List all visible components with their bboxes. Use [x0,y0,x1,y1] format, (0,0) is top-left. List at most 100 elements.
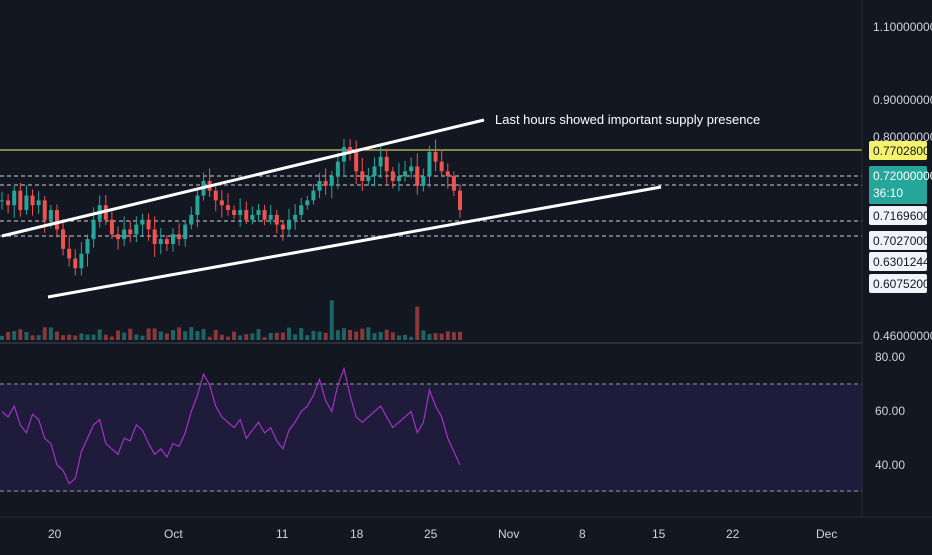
candle-body[interactable] [85,239,90,254]
candle-body[interactable] [451,176,456,191]
candle-body[interactable] [12,190,17,206]
candle-body[interactable] [152,229,157,244]
candle-body[interactable] [219,200,224,206]
candle-body[interactable] [0,200,4,202]
candle-body[interactable] [134,224,139,235]
candle-body[interactable] [305,200,310,206]
candle-body[interactable] [427,151,432,177]
candle-body[interactable] [54,210,59,230]
marker-level: 0.71696000 [873,209,932,223]
candle-body[interactable] [250,214,255,220]
candle-body[interactable] [354,151,359,172]
volume-bar [250,333,255,340]
candle-body[interactable] [158,239,163,244]
volume-bar [134,334,139,340]
candle-body[interactable] [421,176,426,186]
candle-body[interactable] [177,234,182,240]
candle-body[interactable] [293,214,298,220]
candle-body[interactable] [42,200,47,220]
candle-body[interactable] [213,190,218,201]
annotation-text[interactable]: Last hours showed important supply prese… [495,112,760,127]
candle-body[interactable] [91,219,96,240]
candle-body[interactable] [433,151,438,162]
candle-body[interactable] [415,166,420,186]
candle-body[interactable] [170,234,175,244]
volume-bar [158,331,163,340]
candle-body[interactable] [366,176,371,181]
candle-body[interactable] [18,190,23,211]
candle-body[interactable] [238,210,243,215]
candle-body[interactable] [140,219,145,225]
candle-body[interactable] [458,190,462,211]
candle-body[interactable] [36,200,41,206]
candle-body[interactable] [67,248,72,259]
candle-body[interactable] [287,219,292,230]
volume-bar [378,331,383,340]
date-tick: Nov [498,527,519,541]
candle-body[interactable] [24,195,29,211]
volume-bar [451,332,456,340]
volume-bar [323,332,328,340]
candle-body[interactable] [329,176,334,186]
candle-body[interactable] [439,161,444,172]
candle-body[interactable] [262,210,267,220]
marker-bg [869,206,927,225]
candle-body[interactable] [109,219,114,235]
candle-body[interactable] [372,166,377,177]
candle-body[interactable] [317,181,322,191]
candle-body[interactable] [6,200,11,206]
candle-body[interactable] [189,214,194,225]
candle-body[interactable] [225,205,230,211]
candle-body[interactable] [396,176,401,181]
candle-body[interactable] [384,156,389,172]
candle-body[interactable] [244,210,249,220]
candle-body[interactable] [61,229,66,249]
candle-body[interactable] [403,171,408,177]
volume-bar [244,334,249,340]
candle-body[interactable] [274,214,279,225]
upper-trendline[interactable] [1,118,485,238]
volume-bar [146,328,151,340]
candle-body[interactable] [73,258,78,269]
candle-body[interactable] [232,210,237,215]
volume-bar [91,334,96,340]
candle-body[interactable] [183,224,188,240]
candle-body[interactable] [116,234,121,240]
volume-bar [341,328,346,340]
candle-body[interactable] [378,156,383,167]
candle-body[interactable] [128,229,133,235]
candle-body[interactable] [48,210,53,220]
candle-body[interactable] [390,171,395,181]
candle-body[interactable] [299,205,304,215]
candle-body[interactable] [256,210,261,215]
volume-bar [384,329,389,340]
volume-bar [280,332,285,340]
volume-bar [415,306,420,340]
candle-body[interactable] [335,161,340,177]
candle-body[interactable] [164,239,169,244]
candle-body[interactable] [268,214,273,220]
candle-body[interactable] [30,195,35,206]
candlesticks[interactable] [0,138,462,276]
date-axis[interactable] [0,517,932,550]
volume-bar [445,331,450,340]
candle-body[interactable] [122,229,127,240]
volume-bar [207,336,212,340]
candle-body[interactable] [323,181,328,186]
candle-body[interactable] [311,190,316,201]
volume-bar [256,329,261,340]
candle-body[interactable] [146,219,151,230]
price-tick: 0.46000000 [873,329,932,343]
volume-bar [421,330,426,340]
candle-body[interactable] [195,195,200,215]
volume-bar [268,332,273,340]
candle-body[interactable] [360,171,365,181]
candle-body[interactable] [348,147,353,152]
candle-body[interactable] [280,224,285,230]
candle-body[interactable] [445,171,450,177]
candle-body[interactable] [409,166,414,172]
lower-trendline[interactable] [47,185,662,299]
candle-body[interactable] [79,253,84,269]
